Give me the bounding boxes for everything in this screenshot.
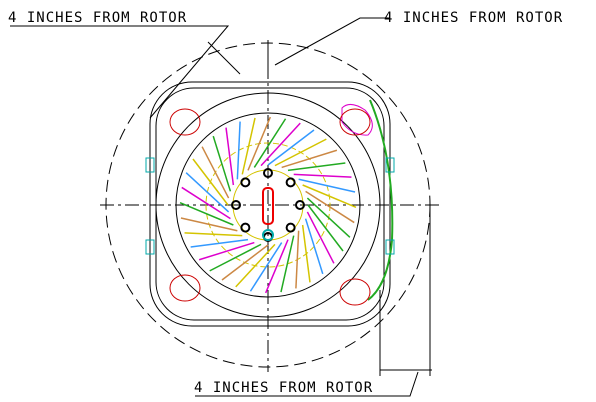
bolt	[241, 178, 249, 186]
blade	[303, 225, 310, 282]
blade	[226, 128, 233, 185]
bolt	[241, 224, 249, 232]
callouts	[10, 18, 432, 396]
blade	[242, 118, 255, 174]
blade	[181, 218, 237, 231]
rotor-assembly	[100, 40, 440, 372]
blade	[180, 203, 233, 225]
mount	[170, 275, 200, 301]
blade	[191, 240, 248, 247]
blade	[248, 117, 270, 170]
blade	[281, 236, 294, 292]
mounts	[170, 109, 370, 305]
blade	[237, 122, 240, 180]
blade	[266, 240, 288, 293]
bolt	[287, 178, 295, 186]
leader-line	[275, 18, 390, 65]
page: {"labels": {"top_left": "4 INCHES FROM R…	[0, 0, 596, 402]
mount	[340, 279, 370, 305]
mount	[170, 109, 200, 135]
cad-drawing: 4 INCHES FROM ROTOR 4 INCHES FROM ROTOR …	[0, 0, 596, 402]
blade	[288, 163, 345, 170]
leader-line	[10, 26, 228, 118]
mount	[340, 109, 370, 135]
blade	[303, 185, 356, 207]
blade	[294, 174, 352, 177]
bolt	[287, 224, 295, 232]
blade	[299, 179, 355, 192]
callout-label: 4 INCHES FROM ROTOR	[8, 10, 187, 26]
callout-label: 4 INCHES FROM ROTOR	[194, 380, 373, 396]
callout-label: 4 INCHES FROM ROTOR	[384, 10, 563, 26]
